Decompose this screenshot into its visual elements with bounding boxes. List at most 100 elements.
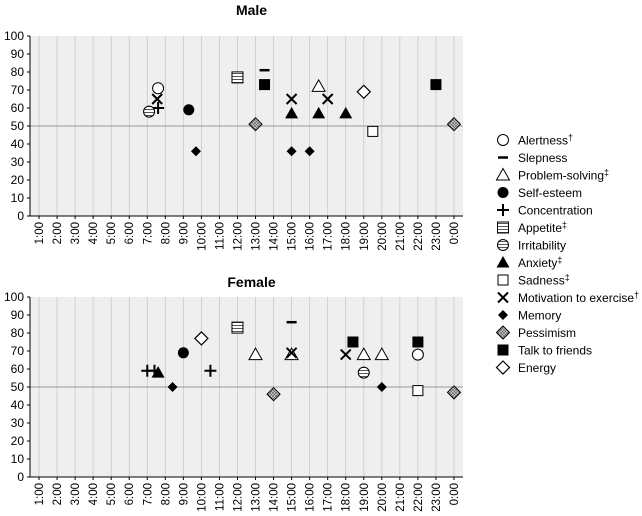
point-motivation-to-exercise bbox=[285, 347, 298, 359]
x-tick-label: 5:00 bbox=[106, 222, 118, 244]
x-tick-label: 23:00 bbox=[431, 483, 443, 512]
x-tick-label: 3:00 bbox=[70, 222, 82, 244]
x-tick-label: 14:00 bbox=[269, 483, 281, 512]
x-tick-label: 3:00 bbox=[70, 483, 82, 505]
point-talk-to-friends bbox=[259, 79, 271, 91]
x-tick-label: 6:00 bbox=[124, 483, 136, 505]
x-tick-label: 20:00 bbox=[377, 483, 389, 512]
point-anxiety bbox=[151, 366, 165, 378]
x-tick-label: 18:00 bbox=[341, 483, 353, 512]
point-appetite bbox=[231, 71, 244, 84]
point-pessimism bbox=[248, 116, 263, 132]
y-tick-label: 50 bbox=[11, 119, 25, 133]
point-pessimism bbox=[446, 385, 462, 400]
legend-label-sadness: Sadness‡ bbox=[518, 273, 570, 288]
point-talk-to-friends bbox=[412, 336, 424, 348]
point-irritability bbox=[357, 366, 370, 379]
legend-label-slepness: Slepness bbox=[518, 151, 567, 165]
x-tick-label: 13:00 bbox=[251, 222, 263, 251]
x-tick-label: 21:00 bbox=[395, 483, 407, 512]
x-tick-label: 10:00 bbox=[196, 483, 208, 512]
x-tick-label: 19:00 bbox=[359, 483, 371, 512]
y-tick-label: 0 bbox=[17, 209, 24, 223]
x-tick-label: 8:00 bbox=[160, 222, 172, 244]
point-alertness bbox=[411, 348, 424, 361]
point-self-esteem bbox=[177, 347, 189, 359]
x-tick-label: 7:00 bbox=[142, 483, 154, 505]
point-talk-to-friends bbox=[430, 79, 442, 91]
legend-marker-pessimism bbox=[495, 325, 511, 340]
male-chart: Male 0 10 20 30 40 50 60 70 80 90 100 1:00 2:00 3:00 4:… bbox=[4, 2, 463, 251]
legend: Alertness† Slepness Problem-solving‡ Self-e… bbox=[495, 133, 639, 375]
x-tick-label: 5:00 bbox=[106, 483, 118, 505]
x-tick-label: 2:00 bbox=[52, 483, 64, 505]
y-tick-label: 20 bbox=[11, 434, 25, 448]
x-tick-label: 0:00 bbox=[449, 483, 461, 505]
legend-label-anxiety: Anxiety‡ bbox=[518, 255, 562, 270]
legend-label-self-esteem: Self-esteem bbox=[518, 186, 582, 200]
point-motivation-to-exercise bbox=[151, 93, 163, 105]
y-tick-label: 40 bbox=[11, 137, 25, 151]
x-tick-label: 10:00 bbox=[196, 222, 208, 251]
point-memory bbox=[304, 146, 315, 157]
x-tick-label: 20:00 bbox=[377, 222, 389, 251]
x-tick-label: 6:00 bbox=[124, 222, 136, 244]
legend-marker-sadness bbox=[497, 274, 509, 286]
point-irritability bbox=[143, 105, 156, 118]
legend-label-talk-to-friends: Talk to friends bbox=[518, 344, 592, 358]
point-memory bbox=[376, 382, 387, 392]
x-tick-label: 16:00 bbox=[305, 222, 317, 251]
legend-marker-energy bbox=[495, 360, 511, 375]
y-tick-label: 20 bbox=[11, 173, 25, 187]
y-tick-label: 40 bbox=[11, 398, 25, 412]
point-motivation-to-exercise bbox=[321, 93, 334, 105]
legend-label-pessimism: Pessimism bbox=[518, 326, 576, 340]
point-concentration bbox=[152, 102, 165, 114]
x-tick-label: 12:00 bbox=[232, 483, 244, 512]
legend-label-energy: Energy bbox=[518, 361, 556, 375]
y-tick-label: 100 bbox=[4, 29, 24, 43]
legend-marker-appetite bbox=[497, 221, 509, 234]
point-appetite bbox=[231, 321, 244, 334]
x-tick-label: 7:00 bbox=[142, 222, 154, 244]
x-tick-label: 21:00 bbox=[395, 222, 407, 251]
point-memory bbox=[190, 146, 201, 157]
y-tick-label: 80 bbox=[11, 65, 25, 79]
legend-marker-memory bbox=[498, 310, 508, 320]
legend-label-memory: Memory bbox=[518, 309, 561, 323]
chart-title: Male bbox=[236, 2, 267, 18]
point-problem-solving bbox=[374, 347, 390, 361]
y-tick-label: 70 bbox=[11, 344, 25, 358]
point-motivation-to-exercise bbox=[285, 93, 298, 105]
point-pessimism bbox=[266, 386, 281, 402]
x-tick-label: 9:00 bbox=[178, 483, 190, 505]
x-tick-label: 1:00 bbox=[34, 222, 46, 244]
x-tick-label: 16:00 bbox=[305, 483, 317, 512]
x-tick-label: 9:00 bbox=[178, 222, 190, 244]
x-tick-label: 0:00 bbox=[449, 222, 461, 244]
x-tick-label: 11:00 bbox=[214, 222, 226, 250]
point-sadness bbox=[367, 125, 379, 137]
point-problem-solving bbox=[356, 347, 372, 361]
y-tick-label: 60 bbox=[11, 362, 25, 376]
point-sadness bbox=[412, 385, 424, 397]
y-tick-label: 70 bbox=[11, 83, 25, 97]
point-anxiety bbox=[285, 106, 299, 119]
x-tick-label: 1:00 bbox=[34, 483, 46, 505]
legend-marker-irritability bbox=[497, 239, 509, 251]
x-tick-label: 23:00 bbox=[431, 222, 443, 251]
legend-label-motivation-to-exercise: Motivation to exercise† bbox=[518, 290, 639, 305]
y-tick-label: 90 bbox=[11, 308, 25, 322]
y-tick-label: 10 bbox=[11, 191, 25, 205]
x-tick-label: 11:00 bbox=[214, 483, 226, 511]
point-energy bbox=[194, 331, 209, 346]
legend-marker-self-esteem bbox=[497, 187, 509, 198]
point-alertness bbox=[152, 82, 165, 95]
legend-marker-anxiety bbox=[496, 256, 510, 268]
x-tick-label: 17:00 bbox=[323, 222, 335, 251]
y-tick-label: 10 bbox=[11, 452, 25, 466]
x-tick-label: 17:00 bbox=[323, 483, 335, 512]
chart-title: Female bbox=[227, 274, 275, 290]
x-tick-label: 15:00 bbox=[287, 222, 299, 251]
